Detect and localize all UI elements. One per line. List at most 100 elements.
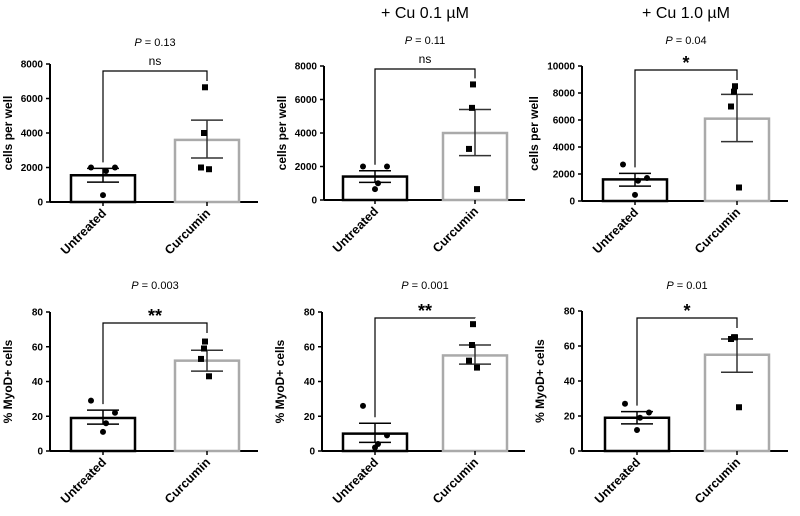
- panel-3: + Cu 1.0 µM P = 0.04 0 2000 4000 6000 8000 1000…: [527, 5, 788, 256]
- panel-1: P = 0.13 0 2000 4000 6000 8000 cells per well U…: [1, 37, 258, 257]
- data-point: [728, 336, 734, 342]
- p-symbol: P: [134, 37, 142, 49]
- y-tick-label: 2000: [21, 163, 44, 174]
- p-value: = 0.001: [409, 280, 449, 292]
- data-point: [469, 104, 475, 111]
- panel-2: + Cu 0.1 µM P = 0.11 0 2000 4000 6000 8000 cell…: [275, 5, 525, 255]
- data-point: [375, 180, 381, 187]
- y-tick-label: 4000: [21, 129, 44, 140]
- y-tick-label: 2000: [553, 170, 576, 181]
- data-point: [201, 130, 207, 136]
- y-tick-label: 4000: [553, 143, 576, 154]
- y-axis-label: cells per well: [275, 96, 289, 171]
- x-tick-label: Curcumin: [162, 206, 213, 257]
- data-point: [88, 397, 94, 404]
- y-tick-label: 0: [569, 197, 575, 208]
- data-point: [372, 444, 378, 451]
- p-value-label: P = 0.01: [666, 280, 707, 292]
- y-tick-label: 8000: [553, 89, 576, 100]
- y-axis-label: cells per well: [527, 96, 541, 171]
- y-axis-label: % MyoD+ cells: [273, 339, 287, 423]
- p-value-label: P = 0.001: [401, 280, 448, 292]
- y-tick-label: 80: [32, 308, 44, 319]
- p-value: = 0.01: [674, 280, 708, 292]
- x-tick-label: Untreated: [58, 455, 109, 506]
- data-point: [103, 420, 109, 427]
- data-point: [198, 164, 204, 171]
- y-tick-label: 40: [304, 377, 316, 388]
- y-axis-label: cells per well: [1, 96, 15, 171]
- data-point: [384, 163, 390, 170]
- data-point: [202, 338, 208, 345]
- data-point: [736, 184, 742, 191]
- y-tick-label: 60: [32, 342, 44, 353]
- panel-title: + Cu 1.0 µM: [642, 5, 730, 22]
- data-point: [474, 186, 480, 193]
- p-symbol: P: [665, 35, 673, 47]
- significance-label: *: [683, 301, 690, 321]
- y-tick-label: 0: [569, 447, 575, 458]
- x-tick-label: Curcumin: [692, 455, 743, 506]
- significance-label: **: [418, 301, 432, 321]
- y-tick-label: 40: [564, 377, 576, 388]
- data-point: [635, 177, 641, 184]
- y-tick-label: 0: [37, 198, 43, 209]
- y-tick-label: 20: [564, 412, 576, 423]
- x-tick-label: Untreated: [58, 206, 109, 257]
- significance-bracket: [374, 317, 476, 418]
- x-tick-label: Curcumin: [430, 455, 481, 506]
- data-point: [474, 364, 480, 371]
- significance-bracket: [634, 69, 738, 168]
- data-point: [201, 345, 207, 352]
- data-point: [470, 321, 476, 328]
- data-point: [620, 161, 626, 168]
- p-value-label: P = 0.04: [665, 35, 706, 47]
- p-value: = 0.13: [142, 37, 176, 49]
- x-tick-label: Untreated: [330, 204, 381, 255]
- y-tick-label: 6000: [295, 95, 318, 106]
- data-point: [100, 192, 106, 199]
- data-point: [372, 186, 378, 193]
- y-tick-label: 40: [32, 377, 44, 388]
- y-axis-label: % MyoD+ cells: [1, 339, 15, 423]
- p-symbol: P: [666, 280, 674, 292]
- significance-label: *: [682, 53, 689, 73]
- significance-bracket: [102, 322, 208, 405]
- panel-4: P = 0.003 0 20 40 60 80 % MyoD+ cells Untreated…: [1, 280, 258, 506]
- data-point: [112, 409, 118, 416]
- significance-label: ns: [419, 52, 432, 66]
- data-point: [112, 164, 118, 171]
- p-value-label: P = 0.11: [405, 35, 445, 47]
- significance-bracket: [102, 70, 208, 163]
- p-value-label: P = 0.13: [134, 37, 175, 49]
- y-tick-label: 20: [32, 412, 44, 423]
- data-point: [736, 404, 742, 411]
- panel-5: P = 0.001 0 20 40 60 80 % MyoD+ cells Untreated…: [273, 280, 525, 506]
- y-axis-label: % MyoD+ cells: [533, 339, 547, 423]
- data-point: [360, 163, 366, 170]
- data-point: [384, 432, 390, 439]
- data-point: [466, 145, 472, 152]
- y-tick-label: 8000: [295, 62, 318, 73]
- p-value: = 0.003: [139, 280, 179, 292]
- data-point: [622, 400, 628, 407]
- data-point: [206, 166, 212, 173]
- data-point: [100, 428, 106, 435]
- p-value: = 0.04: [673, 35, 707, 47]
- x-tick-label: Curcumin: [162, 455, 213, 506]
- y-tick-label: 10000: [547, 62, 575, 73]
- data-point: [206, 373, 212, 380]
- y-tick-label: 60: [564, 342, 576, 353]
- x-tick-label: Untreated: [592, 455, 643, 506]
- data-point: [731, 88, 737, 95]
- data-point: [103, 167, 109, 174]
- y-tick-label: 0: [37, 447, 43, 458]
- data-point: [360, 402, 366, 409]
- y-tick-label: 8000: [21, 60, 44, 71]
- x-tick-label: Curcumin: [692, 205, 743, 256]
- panel-6: P = 0.01 0 20 40 60 80 % MyoD+ cells Untreated C…: [533, 280, 788, 506]
- y-tick-label: 0: [311, 196, 317, 207]
- y-tick-label: 80: [304, 308, 316, 319]
- y-tick-label: 6000: [21, 94, 44, 105]
